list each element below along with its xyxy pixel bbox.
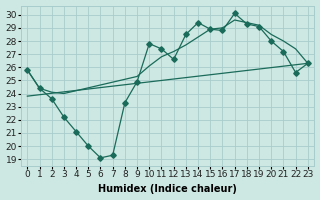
X-axis label: Humidex (Indice chaleur): Humidex (Indice chaleur) bbox=[98, 184, 237, 194]
